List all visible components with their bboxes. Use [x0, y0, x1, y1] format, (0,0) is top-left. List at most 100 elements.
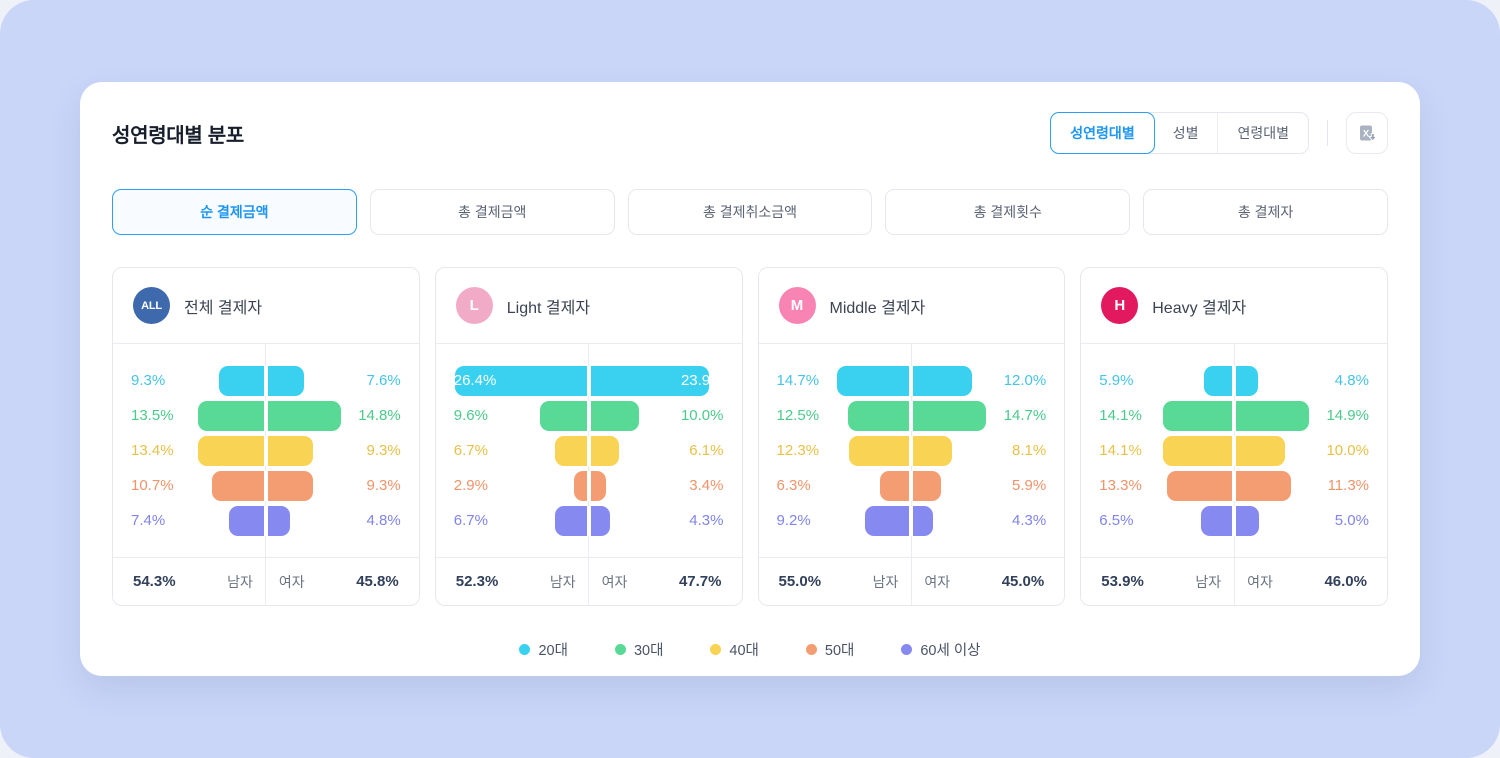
- male-bar: [554, 436, 589, 466]
- female-label: 여자: [601, 573, 628, 590]
- female-bar: [265, 436, 313, 466]
- female-label: 여자: [924, 573, 951, 590]
- header-actions: 성연령대별 성별 연령대별 X: [1050, 112, 1388, 154]
- female-bar: [265, 506, 291, 536]
- male-bar: [848, 401, 912, 431]
- female-total: 45.8%: [356, 573, 399, 590]
- legend-label: 50대: [824, 643, 855, 659]
- pyramid-row: 9.3% 7.6%: [113, 366, 419, 396]
- female-value-label: 5.0%: [1334, 512, 1369, 529]
- male-value-label: 6.5%: [1099, 512, 1134, 529]
- female-bar: [588, 506, 611, 536]
- male-value-label: 13.3%: [1099, 477, 1142, 494]
- male-value-label: 14.1%: [1099, 442, 1142, 459]
- metric-tab[interactable]: 순 결제금액: [112, 189, 357, 235]
- metric-tab[interactable]: 총 결제취소금액: [627, 189, 873, 235]
- gender-summary-row: 55.0% 남자 여자 45.0%: [758, 557, 1065, 605]
- export-button[interactable]: X: [1346, 112, 1388, 154]
- male-bar: [849, 436, 912, 466]
- legend-item: 20대: [519, 639, 568, 660]
- female-summary: 여자 45.0%: [911, 558, 1064, 605]
- female-bar: [265, 401, 341, 431]
- male-bar: [573, 471, 589, 501]
- male-bar: [554, 506, 589, 536]
- male-summary: 55.0% 남자: [759, 558, 912, 605]
- male-bar: [864, 506, 912, 536]
- male-value-label: 13.4%: [131, 442, 174, 459]
- panel-header: 성연령대별 분포 성연령대별 성별 연령대별 X: [112, 112, 1388, 154]
- pyramid-chart: 5.9% 4.8% 14.1% 14.9% 14.1% 10.0% 13.3% 11.3% 6.…: [1081, 344, 1387, 605]
- legend-dot-icon: [901, 644, 913, 655]
- female-value-label: 10.0%: [1326, 442, 1369, 459]
- legend-label: 20대: [538, 643, 568, 659]
- pyramid-row: 7.4% 4.8%: [113, 506, 419, 536]
- male-total: 52.3%: [455, 573, 499, 590]
- female-value-label: 14.8%: [358, 407, 401, 424]
- male-total: 54.3%: [133, 573, 176, 590]
- card-title: 전체 결제자: [184, 299, 263, 317]
- card-badge: M: [778, 287, 816, 324]
- female-value-label: 9.3%: [366, 477, 401, 494]
- view-tab[interactable]: 성연령대별: [1050, 112, 1155, 154]
- legend-item: 30대: [614, 639, 663, 660]
- female-value-label: 7.6%: [366, 372, 401, 389]
- card-header: H Heavy 결제자: [1081, 268, 1387, 344]
- segment-card: L Light 결제자 26.4% 23.9% 9.6% 10.0% 6.7% 6.1% 2.9…: [434, 267, 743, 606]
- legend-dot-icon: [805, 644, 817, 655]
- pyramid-chart: 14.7% 12.0% 12.5% 14.7% 12.3% 8.1% 6.3% 5.9% 9.2…: [758, 344, 1065, 605]
- male-bar: [1166, 471, 1235, 501]
- female-value-label: 10.0%: [680, 407, 724, 424]
- male-bar: [198, 436, 266, 466]
- card-header: ALL 전체 결제자: [113, 268, 419, 344]
- female-total: 45.0%: [1001, 573, 1045, 590]
- pyramid-row: 6.5% 5.0%: [1081, 506, 1387, 536]
- segment-card: ALL 전체 결제자 9.3% 7.6% 13.5% 14.8% 13.4% 9.3% 10.7…: [112, 267, 420, 606]
- female-value-label: 14.7%: [1003, 407, 1047, 424]
- card-badge: ALL: [133, 287, 170, 324]
- male-bar: [1162, 401, 1235, 431]
- male-value-label: 26.4%: [453, 372, 497, 389]
- male-bar: [455, 366, 589, 396]
- female-summary: 여자 47.7%: [589, 558, 742, 605]
- header-divider: [1327, 120, 1328, 146]
- male-value-label: 6.7%: [453, 512, 488, 529]
- female-label: 여자: [1247, 573, 1273, 590]
- pyramid-row: 2.9% 3.4%: [436, 471, 742, 501]
- female-bar: [911, 506, 934, 536]
- female-value-label: 4.3%: [1012, 512, 1047, 529]
- female-bar: [588, 401, 640, 431]
- chart-rows: 5.9% 4.8% 14.1% 14.9% 14.1% 10.0% 13.3% 11.3% 6.…: [1081, 344, 1387, 557]
- female-value-label: 23.9%: [680, 372, 724, 389]
- metric-tab[interactable]: 총 결제금액: [369, 189, 615, 235]
- female-total: 46.0%: [1324, 573, 1367, 590]
- female-value-label: 4.3%: [689, 512, 724, 529]
- pyramid-row: 12.5% 14.7%: [759, 401, 1065, 431]
- female-value-label: 5.9%: [1012, 477, 1047, 494]
- segment-card: H Heavy 결제자 5.9% 4.8% 14.1% 14.9% 14.1% 10.0% 13…: [1080, 267, 1388, 606]
- pyramid-row: 9.2% 4.3%: [759, 506, 1065, 536]
- female-bar: [911, 436, 953, 466]
- metric-tab[interactable]: 총 결제횟수: [885, 189, 1131, 235]
- pyramid-row: 13.3% 11.3%: [1081, 471, 1387, 501]
- male-value-label: 2.9%: [453, 477, 488, 494]
- card-title: Middle 결제자: [829, 299, 926, 317]
- male-value-label: 6.3%: [776, 477, 811, 494]
- view-tab[interactable]: 성별: [1172, 125, 1199, 141]
- female-bar: [911, 471, 942, 501]
- female-value-label: 4.8%: [366, 512, 401, 529]
- dashboard-panel: 성연령대별 분포 성연령대별 성별 연령대별 X 순 결제금액 총 결제금액 총 결제취…: [80, 82, 1420, 676]
- male-summary: 54.3% 남자: [113, 558, 266, 605]
- metric-tab[interactable]: 총 결제자: [1143, 189, 1388, 235]
- pyramid-row: 14.7% 12.0%: [759, 366, 1065, 396]
- female-value-label: 14.9%: [1326, 407, 1369, 424]
- view-tab[interactable]: 연령대별: [1217, 113, 1308, 153]
- male-value-label: 9.3%: [131, 372, 166, 389]
- view-tab-group: 성연령대별 성별 연령대별: [1050, 112, 1309, 154]
- legend-item: 40대: [710, 639, 759, 660]
- female-value-label: 8.1%: [1012, 442, 1047, 459]
- male-value-label: 5.9%: [1099, 372, 1134, 389]
- pyramid-row: 5.9% 4.8%: [1081, 366, 1387, 396]
- chart-rows: 14.7% 12.0% 12.5% 14.7% 12.3% 8.1% 6.3% 5.9% 9.2…: [759, 344, 1065, 557]
- female-bar: [1234, 471, 1292, 501]
